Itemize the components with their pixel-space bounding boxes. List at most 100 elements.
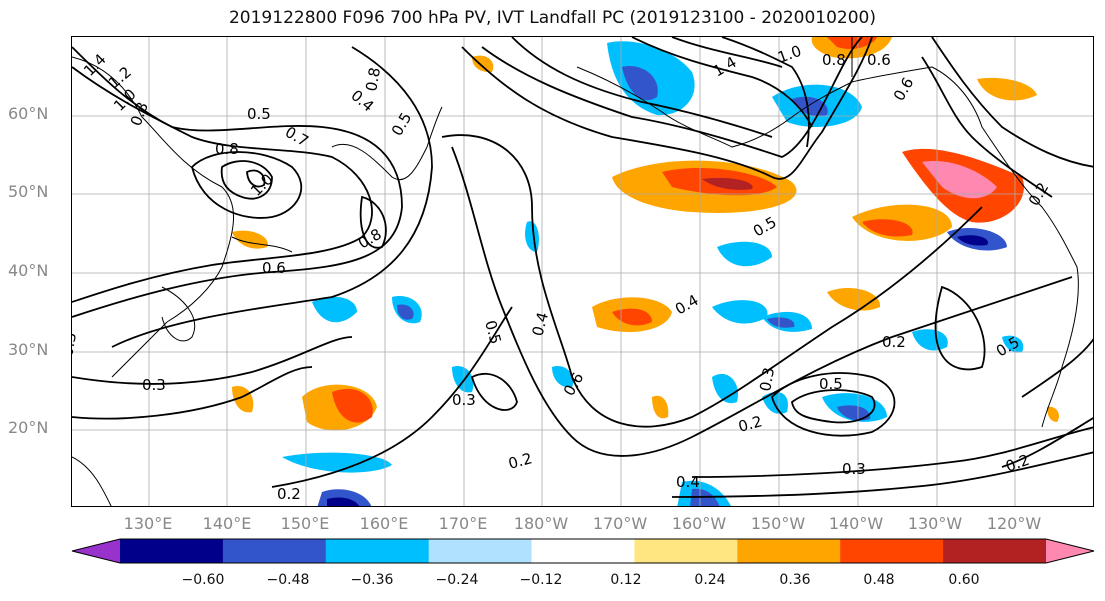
- lon-label: 140°E: [202, 514, 252, 533]
- colorbar-tick-label: −0.48: [266, 572, 310, 588]
- contour-label: 0.3: [842, 460, 866, 478]
- contour-label: 0.8: [822, 51, 846, 69]
- lat-label-40n: 40°N: [8, 261, 49, 280]
- contour-label: 1.4: [710, 53, 740, 81]
- lon-label: 180°W: [513, 514, 569, 533]
- lon-label: 160°E: [359, 514, 409, 533]
- shade-blob: [282, 452, 392, 473]
- contour-label: 1.2: [105, 63, 135, 92]
- lat-label-50n: 50°N: [8, 182, 49, 201]
- contour-label: 0.5: [388, 109, 416, 139]
- colorbar-tick-label: −0.12: [519, 572, 563, 588]
- lat-label-60n: 60°N: [8, 104, 49, 123]
- shade-blob: [1002, 335, 1024, 353]
- contour-label: 0.5: [819, 375, 843, 393]
- shade-blob: [327, 497, 359, 506]
- contour-label: 0.3: [142, 376, 166, 394]
- colorbar-swatch: [943, 539, 1047, 563]
- colorbar-swatch: [840, 539, 944, 563]
- contour-label: 0.4: [672, 291, 702, 319]
- colorbar-tick-label: −0.24: [435, 572, 479, 588]
- map-title: 2019122800 F096 700 hPa PV, IVT Landfall…: [228, 8, 876, 28]
- contour-label: 0.4: [528, 310, 552, 338]
- lat-label-20n: 20°N: [8, 418, 49, 437]
- contour-label: 0.5: [481, 318, 505, 346]
- contour-label: 0.2: [736, 412, 764, 436]
- lon-label: 150°W: [750, 514, 806, 533]
- contour-label: 0.6: [262, 259, 286, 277]
- shade-blob: [712, 373, 738, 404]
- contour-label: 0.6: [890, 74, 918, 104]
- contour-label: 0.8: [362, 66, 384, 93]
- shade-blob: [652, 395, 669, 419]
- colorbar-extend-low: [72, 539, 120, 563]
- colorbar-swatch: [222, 539, 327, 563]
- shade-blob: [712, 300, 768, 324]
- contour-label: 0.2: [277, 485, 301, 503]
- colorbar-tick-label: 0.60: [948, 572, 980, 588]
- colorbar-tick-label: −0.36: [350, 572, 394, 588]
- contour-label: 0.2: [1025, 179, 1053, 209]
- contour-label: 0.2: [882, 333, 906, 351]
- lat-label-30n: 30°N: [8, 340, 49, 359]
- colorbar-swatch: [531, 539, 635, 563]
- lon-label: 170°E: [438, 514, 488, 533]
- contour-label: 0.2: [1003, 451, 1032, 476]
- lon-label: 120°W: [986, 514, 1042, 533]
- colorbar-swatch: [428, 539, 533, 563]
- shade-blob: [472, 55, 494, 73]
- shade-blob: [767, 317, 795, 328]
- shade-blob: [622, 66, 658, 101]
- map-panel: 1.4 1.2 1.0 0.8 0.5 0.7 0.8 1.0 0.6 0.8 …: [71, 36, 1094, 507]
- shade-blob: [612, 308, 652, 326]
- colorbar-swatch: [120, 539, 224, 563]
- contour-label: 0.3: [72, 331, 80, 358]
- colorbar-swatch: [634, 539, 738, 563]
- lon-label: 130°W: [907, 514, 963, 533]
- shade-blob: [977, 77, 1037, 101]
- contour-label: 1.0: [775, 42, 804, 67]
- lon-label: 140°W: [828, 514, 884, 533]
- shade-blob: [332, 388, 373, 423]
- colorbar-tick-label: 0.12: [610, 572, 642, 588]
- contour-label: 0.5: [247, 105, 271, 123]
- shade-blob: [837, 405, 871, 421]
- shade-blob: [397, 304, 414, 320]
- lon-label: 150°E: [280, 514, 330, 533]
- colorbar-tick-label: −0.60: [181, 572, 225, 588]
- contour-label: 1.0: [247, 170, 277, 200]
- lon-label: 130°E: [123, 514, 173, 533]
- shade-blob: [452, 366, 474, 393]
- colorbar-outline: [71, 538, 1095, 564]
- shade-blob: [232, 386, 254, 413]
- shading-layer: [232, 37, 1059, 506]
- shade-blob: [552, 366, 574, 388]
- shade-blob: [702, 177, 753, 190]
- colorbar-swatch: [737, 539, 841, 563]
- colorbar-tick-label: 0.24: [694, 572, 726, 588]
- shade-blob: [827, 287, 881, 311]
- contour-label: 0.5: [993, 333, 1023, 361]
- pv-contours: [72, 37, 1093, 498]
- colorbar-tick-label: 0.48: [863, 572, 895, 588]
- shade-blob: [1047, 406, 1059, 422]
- colorbar: [71, 538, 1095, 564]
- colorbar-tick-label: 0.36: [779, 572, 811, 588]
- shade-blob: [957, 235, 988, 246]
- shade-blob: [312, 296, 357, 323]
- contour-label: 0.5: [750, 213, 780, 241]
- shade-blob: [717, 241, 772, 267]
- contour-label: 0.2: [506, 449, 534, 473]
- contour-label: 0.3: [452, 391, 476, 409]
- colorbar-extend-high: [1046, 539, 1094, 563]
- lon-label: 170°W: [592, 514, 648, 533]
- contour-label: 0.8: [215, 140, 239, 158]
- coastlines: [72, 37, 1079, 506]
- lon-label: 160°W: [671, 514, 727, 533]
- map-canvas: 1.4 1.2 1.0 0.8 0.5 0.7 0.8 1.0 0.6 0.8 …: [72, 37, 1093, 506]
- contour-label: 0.4: [676, 473, 700, 491]
- colorbar-swatch: [325, 539, 430, 563]
- shade-blob: [922, 161, 997, 199]
- graticule: [72, 37, 1093, 506]
- contour-label: 0.3: [756, 366, 778, 393]
